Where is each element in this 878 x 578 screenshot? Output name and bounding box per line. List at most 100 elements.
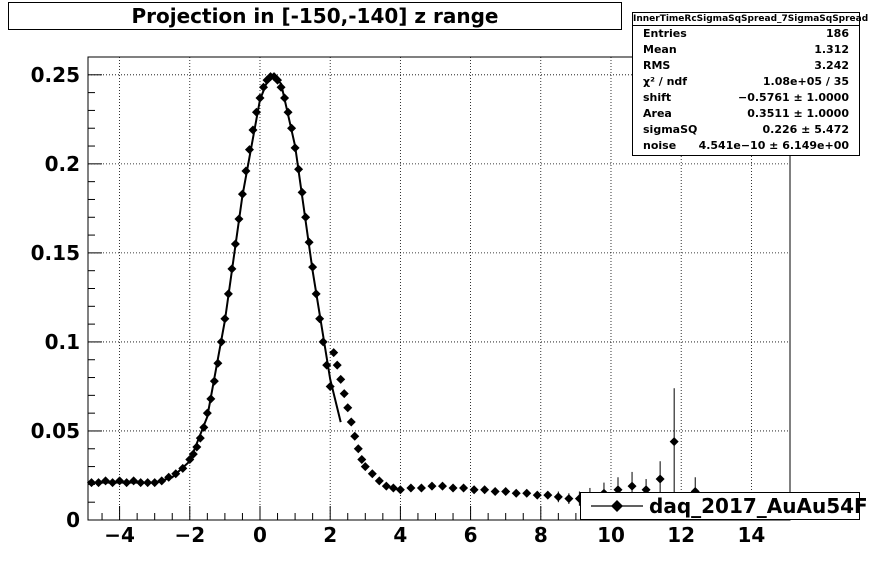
stats-value: 4.541e−10 ± 6.149e+00 bbox=[698, 139, 849, 152]
data-point bbox=[532, 490, 542, 500]
data-point bbox=[381, 481, 391, 491]
data-points bbox=[87, 72, 700, 506]
data-point bbox=[164, 472, 174, 482]
x-tick-label: 14 bbox=[737, 523, 765, 547]
chart-title-box: Projection in [-150,-140] z range bbox=[8, 2, 622, 30]
stats-row: χ² / ndf 1.08e+05 / 35 bbox=[633, 74, 859, 90]
data-point bbox=[248, 125, 258, 135]
stats-label: noise bbox=[643, 139, 677, 152]
data-point bbox=[511, 488, 521, 498]
data-point bbox=[241, 166, 251, 176]
stats-row: RMS 3.242 bbox=[633, 58, 859, 74]
legend-box: daq_2017_AuAu54F bbox=[580, 492, 868, 520]
data-point bbox=[329, 348, 339, 358]
data-point bbox=[234, 214, 244, 224]
data-point bbox=[251, 107, 261, 117]
x-tick-label: 2 bbox=[323, 523, 337, 547]
data-point bbox=[564, 494, 574, 504]
data-point bbox=[655, 474, 665, 484]
x-tick-label: 10 bbox=[597, 523, 625, 547]
stats-value: 1.08e+05 / 35 bbox=[762, 75, 849, 88]
x-tick-label: 0 bbox=[253, 523, 267, 547]
stats-value: 1.312 bbox=[814, 43, 849, 56]
data-point bbox=[171, 469, 181, 479]
data-point bbox=[501, 487, 511, 497]
data-point bbox=[427, 481, 437, 491]
x-tick-label: −2 bbox=[174, 523, 205, 547]
data-point bbox=[343, 403, 353, 413]
stats-value: −0.5761 ± 1.0000 bbox=[738, 91, 849, 104]
y-tick-label: 0.25 bbox=[31, 63, 80, 87]
data-point bbox=[87, 478, 97, 488]
stats-label: RMS bbox=[643, 59, 671, 72]
data-point bbox=[157, 476, 167, 486]
data-point bbox=[360, 462, 370, 472]
data-point bbox=[543, 490, 553, 500]
data-point bbox=[553, 492, 563, 502]
legend-marker bbox=[591, 500, 643, 512]
data-point bbox=[438, 481, 448, 491]
stats-row: sigmaSQ 0.226 ± 5.472 bbox=[633, 122, 859, 138]
data-point bbox=[244, 145, 254, 155]
chart-title: Projection in [-150,-140] z range bbox=[131, 4, 499, 28]
x-tick-label: 12 bbox=[667, 523, 695, 547]
data-point bbox=[94, 478, 104, 488]
data-point bbox=[199, 422, 209, 432]
data-point bbox=[406, 483, 416, 493]
stats-row: Area 0.3511 ± 1.0000 bbox=[633, 106, 859, 122]
x-tick-label: 4 bbox=[393, 523, 407, 547]
data-point bbox=[332, 360, 342, 370]
data-point bbox=[202, 408, 212, 418]
data-point bbox=[627, 481, 637, 491]
data-point bbox=[122, 478, 132, 488]
stats-title: InnerTimeRcSigmaSqSpread_7SigmaSqSpread bbox=[633, 14, 869, 26]
stats-row: Mean 1.312 bbox=[633, 42, 859, 58]
data-point bbox=[522, 488, 532, 498]
data-point bbox=[220, 314, 230, 324]
y-tick-label: 0.2 bbox=[45, 152, 80, 176]
legend-entry: daq_2017_AuAu54F bbox=[649, 494, 868, 518]
data-point bbox=[283, 107, 293, 117]
data-point bbox=[490, 487, 500, 497]
y-tick-label: 0 bbox=[66, 508, 80, 532]
stats-box: InnerTimeRcSigmaSqSpread_7SigmaSqSpread … bbox=[632, 12, 869, 156]
data-point bbox=[195, 433, 205, 443]
stats-label: Mean bbox=[643, 43, 677, 56]
data-point bbox=[315, 314, 325, 324]
data-point bbox=[213, 358, 223, 368]
data-point bbox=[311, 289, 321, 299]
data-point bbox=[287, 123, 297, 133]
data-point bbox=[115, 476, 125, 486]
data-point bbox=[108, 478, 118, 488]
y-tick-labels: 0 0.05 0.1 0.15 0.2 0.25 bbox=[31, 63, 80, 532]
stats-value: 0.226 ± 5.472 bbox=[762, 123, 849, 136]
stats-rows: Entries 186 Mean 1.312 RMS 3.242 χ² / ndf 1.08e… bbox=[633, 26, 859, 154]
stats-row: Entries 186 bbox=[633, 26, 859, 42]
y-tick-label: 0.1 bbox=[45, 330, 80, 354]
stats-label: shift bbox=[643, 91, 672, 104]
data-point bbox=[280, 93, 290, 103]
data-point bbox=[367, 469, 377, 479]
data-point bbox=[325, 381, 335, 391]
data-point bbox=[339, 389, 349, 399]
data-point bbox=[192, 442, 202, 452]
x-tick-label: −4 bbox=[104, 523, 135, 547]
data-point bbox=[290, 143, 300, 153]
data-point bbox=[101, 476, 111, 486]
data-point bbox=[374, 476, 384, 486]
data-point bbox=[230, 239, 240, 249]
data-point bbox=[143, 478, 153, 488]
data-point bbox=[469, 485, 479, 495]
data-point bbox=[301, 212, 311, 222]
data-point bbox=[395, 485, 405, 495]
data-point bbox=[129, 476, 139, 486]
data-point bbox=[336, 374, 346, 384]
data-point bbox=[259, 82, 268, 92]
stats-value: 0.3511 ± 1.0000 bbox=[747, 107, 849, 120]
x-tick-label: 8 bbox=[534, 523, 548, 547]
data-point bbox=[294, 164, 304, 174]
data-point bbox=[216, 337, 226, 347]
data-point bbox=[350, 431, 360, 441]
data-point bbox=[209, 376, 219, 386]
